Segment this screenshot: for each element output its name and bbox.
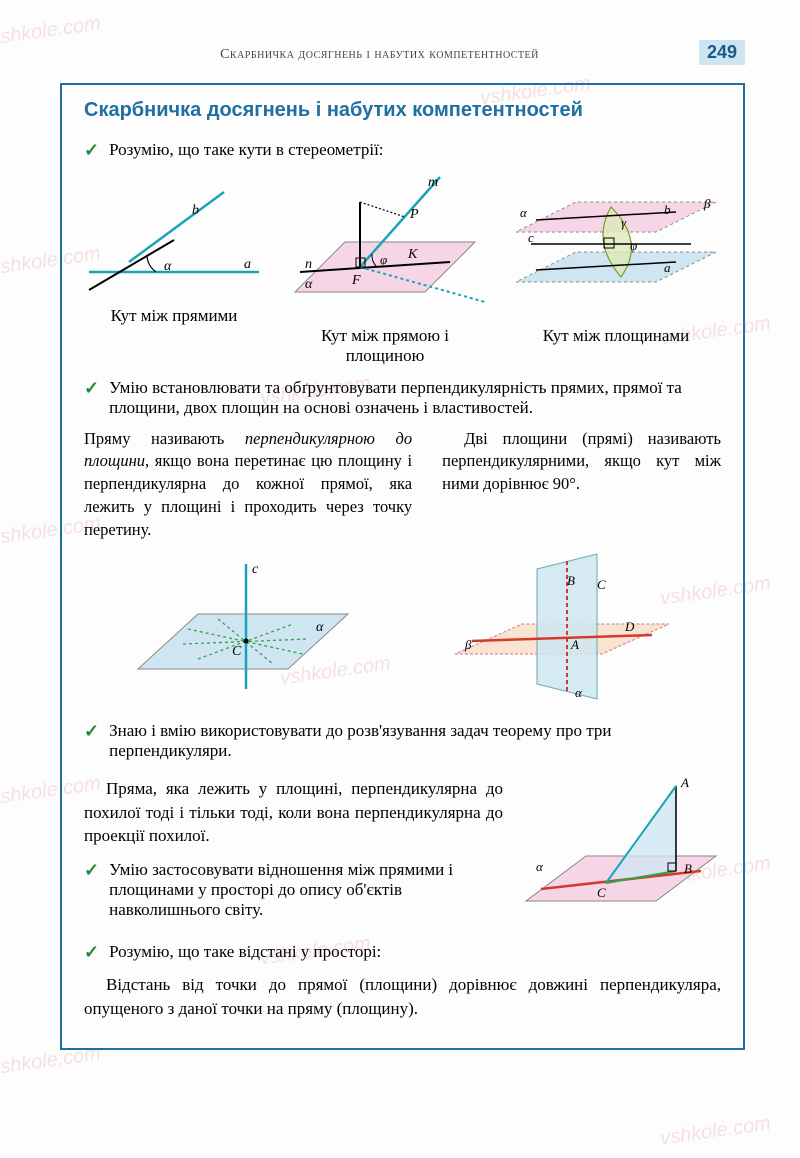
svg-text:α: α <box>536 859 544 874</box>
theorem-section: Пряма, яка лежить у площині, перпендикул… <box>84 771 721 929</box>
svg-text:m: m <box>428 175 438 190</box>
bullet-4-text: Умію застосовувати відношення між прямим… <box>109 860 503 920</box>
watermark: vshkole.com <box>659 1112 772 1150</box>
check-icon: ✓ <box>84 721 99 743</box>
definition-2: Дві площини (прямі) називають перпендику… <box>442 428 721 542</box>
svg-text:c: c <box>528 230 534 245</box>
svg-text:A: A <box>680 775 689 790</box>
svg-text:P: P <box>409 207 419 222</box>
panel-title: Скарбничка досягнень і набутих компетент… <box>84 99 721 122</box>
figure-line-plane: m P K F n φ α Кут між прямою і площиною <box>280 172 490 366</box>
svg-text:φ: φ <box>380 252 387 267</box>
bullet-2-text: Умію встановлювати та обґрунтовувати пер… <box>109 378 721 418</box>
figure-planes: α β γ φ b a c Кут між площинами <box>506 172 726 366</box>
svg-text:K: K <box>407 247 418 262</box>
svg-text:A: A <box>570 637 579 652</box>
figure-row-2: C c α B C D A β α <box>84 549 721 709</box>
bullet-3: ✓ Знаю і вмію використовувати до розв'яз… <box>84 721 721 761</box>
check-icon: ✓ <box>84 378 99 400</box>
svg-text:α: α <box>520 205 528 220</box>
svg-text:C: C <box>597 885 606 900</box>
check-icon: ✓ <box>84 942 99 964</box>
check-icon: ✓ <box>84 140 99 162</box>
svg-text:α: α <box>305 277 313 292</box>
bullet-1-text: Розумію, що таке кути в стереометрії: <box>109 140 383 160</box>
fig3-caption: Кут між площинами <box>543 326 689 346</box>
content-panel: Скарбничка досягнень і набутих компетент… <box>60 83 745 1050</box>
running-head: Скарбничка досягнень і набутих компетент… <box>220 47 539 63</box>
svg-text:c: c <box>252 562 259 577</box>
svg-text:α: α <box>316 620 324 635</box>
page-header: Скарбничка досягнень і набутих компетент… <box>60 40 745 65</box>
svg-text:C: C <box>597 577 606 592</box>
svg-text:α: α <box>164 259 172 274</box>
figure-three-perp: A B C α <box>521 771 721 921</box>
svg-text:β: β <box>703 196 711 211</box>
fig1-caption: Кут між прямими <box>111 306 238 326</box>
bullet-1: ✓ Розумію, що таке кути в стереометрії: <box>84 140 721 162</box>
distance-text: Відстань від точки до прямої (площини) д… <box>84 973 721 1020</box>
bullet-5: ✓ Розумію, що таке відстані у просторі: <box>84 942 721 964</box>
bullet-3-text: Знаю і вмію використовувати до розв'язув… <box>109 721 721 761</box>
definition-1: Пряму називають перпендикулярною до площ… <box>84 428 412 542</box>
figure-perp-line-plane: C c α <box>128 559 358 699</box>
figure-perp-planes: B C D A β α <box>447 549 677 709</box>
svg-text:F: F <box>351 273 361 288</box>
fig2-caption: Кут між прямою і площиною <box>280 326 490 366</box>
svg-text:B: B <box>567 573 575 588</box>
svg-text:b: b <box>192 203 199 218</box>
bullet-2: ✓ Умію встановлювати та обґрунтовувати п… <box>84 378 721 418</box>
svg-text:a: a <box>664 260 671 275</box>
svg-text:γ: γ <box>621 215 627 230</box>
svg-text:B: B <box>684 861 692 876</box>
svg-text:a: a <box>244 257 251 272</box>
bullet-4: ✓ Умію застосовувати відношення між прям… <box>84 860 503 920</box>
bullet-5-text: Розумію, що таке відстані у просторі: <box>109 942 381 962</box>
svg-text:b: b <box>664 202 671 217</box>
figure-angle-lines: α a b Кут між прямими <box>84 172 264 366</box>
svg-text:φ: φ <box>630 238 637 253</box>
theorem-text: Пряма, яка лежить у площині, перпендикул… <box>84 777 503 847</box>
svg-text:C: C <box>232 644 242 659</box>
page-number: 249 <box>699 40 745 65</box>
figure-row-1: α a b Кут між прямими m <box>84 172 721 366</box>
definitions-row: Пряму називають перпендикулярною до площ… <box>84 428 721 542</box>
svg-text:n: n <box>305 257 312 272</box>
svg-text:β: β <box>464 637 472 652</box>
svg-text:α: α <box>575 685 583 700</box>
svg-text:D: D <box>624 619 635 634</box>
check-icon: ✓ <box>84 860 99 882</box>
